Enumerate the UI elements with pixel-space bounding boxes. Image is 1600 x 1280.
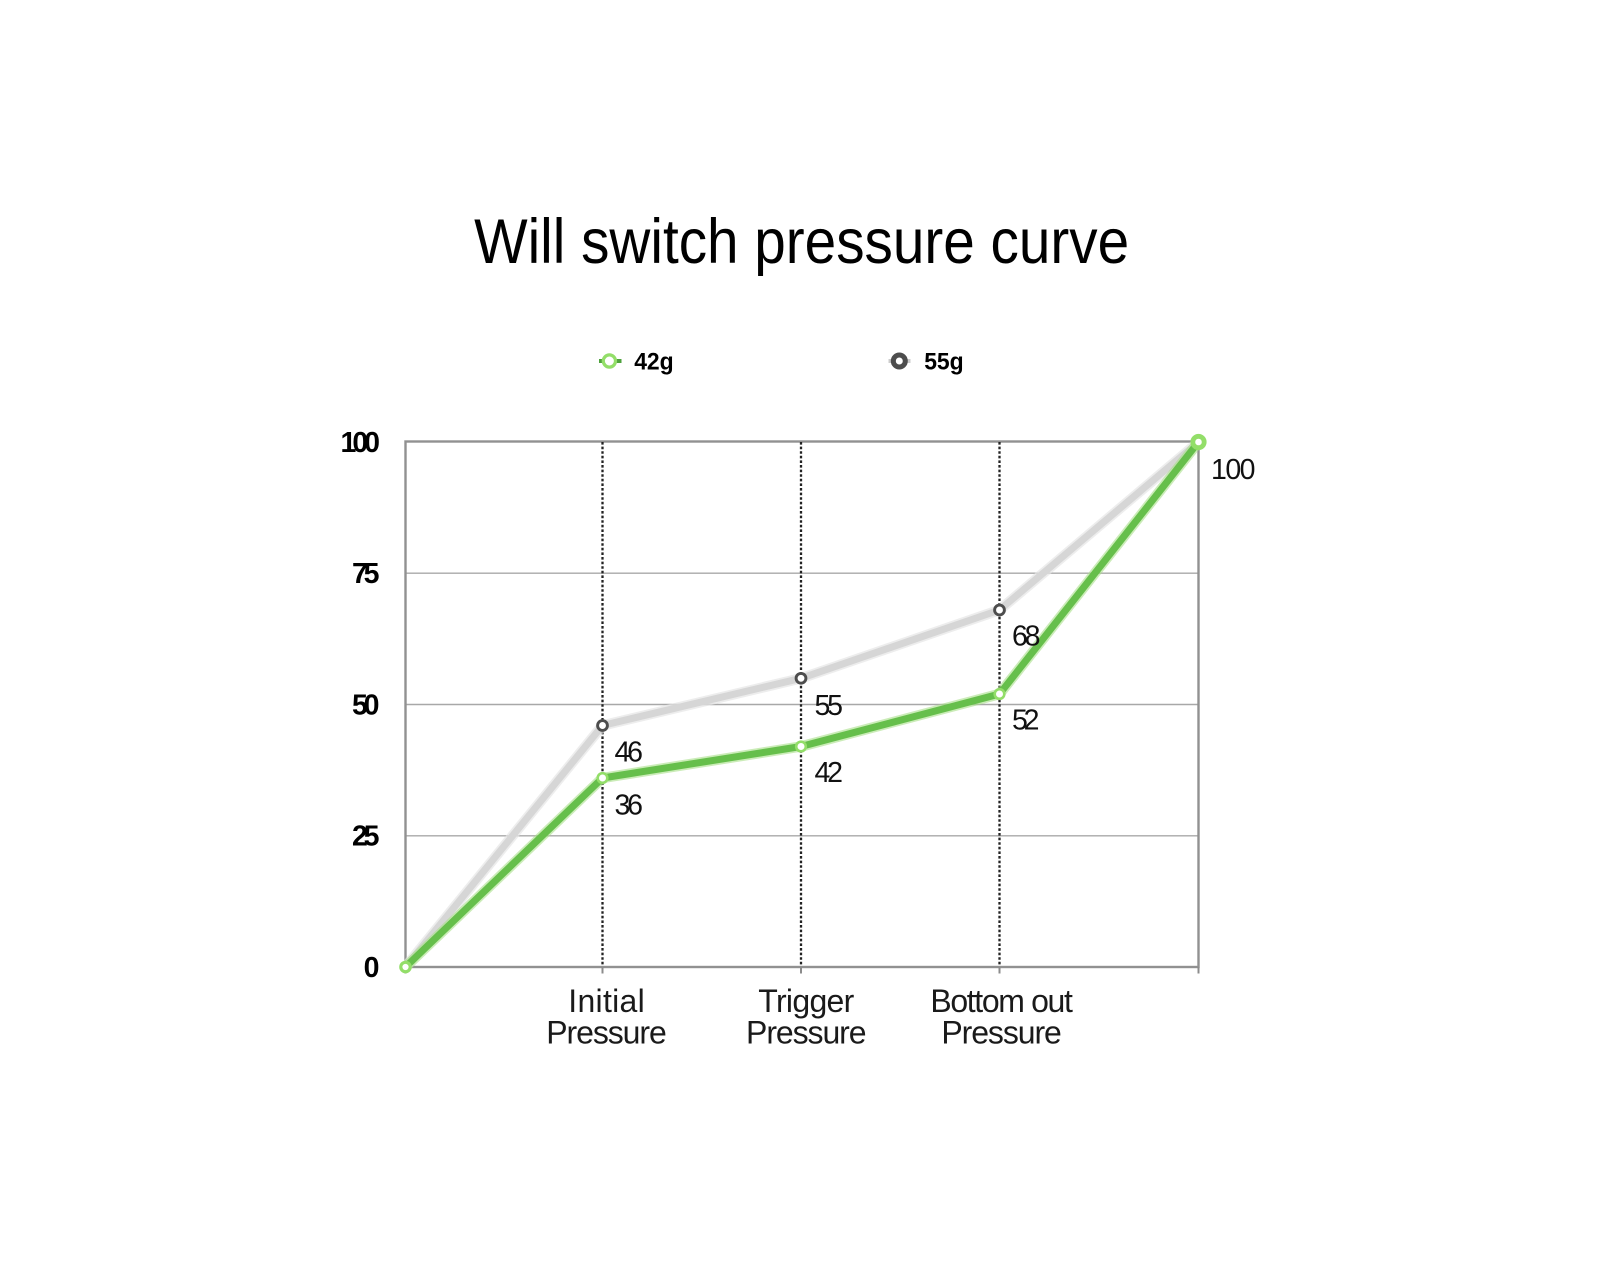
svg-text:Initial: Initial (568, 983, 645, 1019)
svg-text:55g: 55g (924, 348, 964, 375)
svg-text:50: 50 (352, 689, 380, 721)
svg-text:52: 52 (1012, 704, 1040, 736)
svg-text:36: 36 (615, 789, 644, 821)
svg-text:Pressure: Pressure (546, 1015, 667, 1051)
svg-text:46: 46 (615, 736, 644, 768)
svg-text:68: 68 (1012, 620, 1041, 652)
svg-text:0: 0 (364, 952, 380, 984)
svg-text:Pressure: Pressure (941, 1015, 1062, 1051)
svg-text:55: 55 (815, 690, 844, 722)
svg-text:25: 25 (352, 821, 380, 853)
svg-text:42: 42 (815, 757, 844, 789)
svg-text:75: 75 (352, 558, 380, 590)
svg-text:100: 100 (1211, 454, 1256, 486)
svg-text:100: 100 (341, 427, 381, 459)
svg-text:Pressure: Pressure (746, 1015, 867, 1051)
svg-text:42g: 42g (634, 348, 674, 375)
svg-text:Will switch pressure curve: Will switch pressure curve (474, 207, 1129, 277)
svg-text:Trigger: Trigger (758, 983, 854, 1019)
svg-text:Bottom out: Bottom out (930, 983, 1073, 1019)
